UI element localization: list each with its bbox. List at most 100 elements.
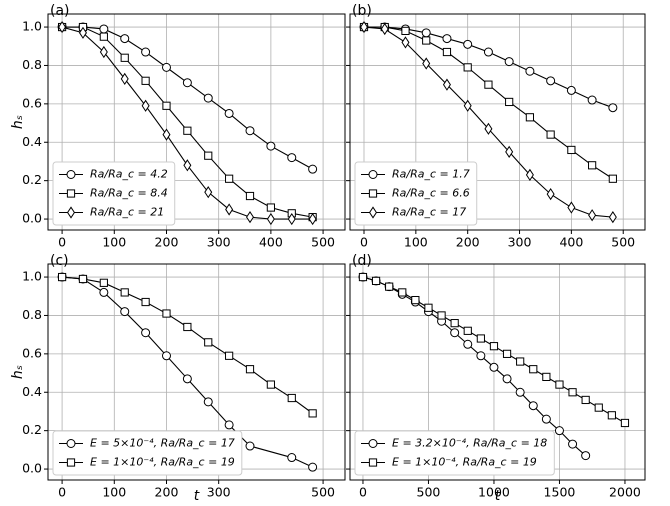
marker	[225, 203, 234, 216]
y-axis-label: hₛ	[10, 115, 26, 129]
legend-box	[354, 161, 478, 226]
marker	[66, 170, 76, 179]
marker	[120, 53, 129, 62]
marker	[421, 28, 431, 38]
marker	[442, 34, 452, 44]
marker	[120, 34, 130, 44]
x-axis-label: t	[495, 488, 501, 504]
marker	[525, 168, 534, 182]
x-tick-label: 300	[207, 485, 231, 500]
marker	[581, 451, 591, 461]
marker	[588, 161, 597, 170]
marker	[161, 62, 171, 72]
marker	[141, 99, 150, 112]
x-tick-label: 200	[456, 235, 480, 250]
marker	[525, 113, 535, 122]
x-tick-label: 100	[102, 235, 126, 250]
marker	[567, 201, 576, 214]
marker	[398, 288, 407, 297]
marker	[368, 170, 378, 179]
marker	[516, 357, 525, 366]
marker	[505, 145, 514, 158]
x-tick-label: 200	[155, 485, 179, 500]
panel-label: (b)	[352, 3, 372, 19]
marker	[476, 351, 486, 361]
x-axis-label: t	[194, 488, 200, 504]
subplot: 0 500 1000 1500 2000 (d) t E = 3.2×10⁻⁴, Ra/Ra_…	[346, 253, 646, 504]
marker	[368, 439, 378, 448]
y-tick-label: 0.6	[22, 95, 42, 110]
legend-label: Ra/Ra_c = 1.7	[392, 168, 470, 181]
marker	[368, 189, 378, 198]
marker	[161, 351, 171, 361]
marker	[99, 278, 108, 287]
x-tick-label: 300	[508, 235, 532, 250]
legend-label: Ra/Ra_c = 6.6	[392, 187, 470, 200]
marker	[504, 57, 514, 67]
x-tick-label: 0	[58, 485, 66, 500]
marker	[204, 338, 213, 347]
panel-label: (c)	[50, 253, 69, 269]
marker	[608, 211, 617, 224]
marker	[489, 362, 499, 372]
marker	[183, 159, 192, 172]
marker	[225, 174, 234, 183]
legend-label: Ra/Ra_c = 8.4	[90, 187, 168, 200]
marker	[225, 351, 234, 360]
legend-label: E = 3.2×10⁻⁴, Ra/Ra_c = 18	[392, 437, 547, 450]
marker	[245, 191, 255, 201]
marker	[463, 99, 472, 112]
marker	[99, 32, 108, 41]
marker	[546, 76, 556, 86]
x-tick-label: 1500	[544, 485, 576, 500]
marker	[476, 334, 485, 343]
x-tick-label: 400	[559, 235, 583, 250]
axes-frame	[47, 263, 346, 481]
y-axis-label: hₛ	[10, 365, 26, 379]
marker	[401, 36, 410, 49]
marker	[371, 276, 381, 285]
marker	[450, 319, 459, 328]
marker	[245, 441, 255, 451]
subplot: 0 100 200 300 500 0.0 0.2 0.4 0.6 0.8 1.0 (c) hₛ t E =…	[10, 253, 346, 504]
subplot: 0 100 200 300 400 500 0.0 0.2 0.4 0.6 0.8 1.0 (a) hₛ R…	[10, 3, 346, 250]
marker	[99, 287, 109, 297]
marker	[204, 151, 213, 160]
y-tick-label: 0.4	[22, 134, 42, 149]
marker	[369, 206, 377, 219]
panel-label: (a)	[50, 3, 70, 19]
y-tick-label: 0.0	[22, 461, 42, 476]
marker	[308, 164, 318, 174]
marker	[588, 209, 597, 222]
x-tick-label: 0	[360, 235, 368, 250]
marker	[424, 303, 433, 312]
x-tick-label: 100	[102, 485, 126, 500]
marker	[505, 97, 514, 107]
marker	[608, 103, 618, 113]
marker	[463, 63, 472, 72]
x-tick-label: 0	[359, 485, 367, 500]
marker	[484, 122, 493, 135]
marker	[463, 326, 472, 335]
marker	[287, 153, 297, 163]
marker	[120, 288, 129, 297]
x-tick-label: 1000	[478, 485, 510, 500]
y-tick-label: 0.2	[22, 422, 42, 437]
marker	[183, 126, 192, 135]
legend-box	[52, 430, 243, 476]
legend-box	[52, 161, 176, 226]
marker	[67, 206, 75, 219]
marker	[546, 187, 555, 201]
marker	[141, 297, 150, 307]
marker	[380, 22, 389, 36]
x-tick-label: 0	[58, 235, 66, 250]
marker	[99, 24, 109, 34]
marker	[308, 212, 317, 226]
marker	[483, 47, 493, 57]
marker	[568, 388, 577, 397]
marker	[541, 414, 551, 424]
x-tick-label: 2000	[609, 485, 641, 500]
x-tick-label: 500	[311, 235, 335, 250]
marker	[437, 311, 446, 320]
marker	[450, 328, 460, 338]
